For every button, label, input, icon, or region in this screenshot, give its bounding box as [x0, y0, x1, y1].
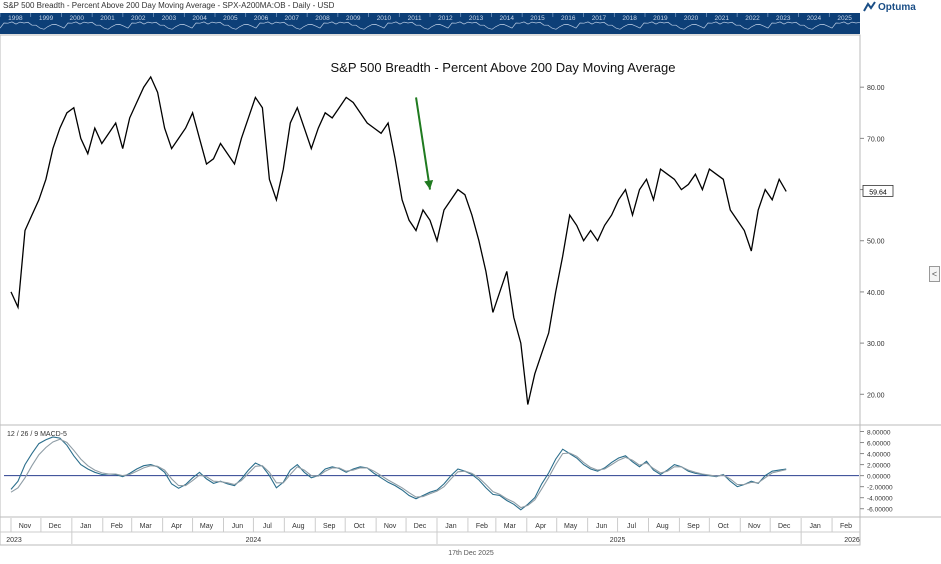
last-value-label: 59.64 — [869, 189, 887, 196]
overview-year-2020: 2020 — [684, 15, 699, 22]
collapse-panel-handle[interactable]: < — [929, 266, 940, 282]
overview-navigator-graphic[interactable]: 1998 1999 2000 2001 2002 2003 2004 2005 2006 2007… — [0, 13, 860, 34]
overview-year-2008: 2008 — [315, 15, 330, 22]
macd-axis-label-5: -2.00000 — [867, 485, 893, 492]
month-label-21: Aug — [656, 523, 669, 530]
month-label-6: May — [200, 523, 214, 530]
overview-year-2024: 2024 — [807, 15, 822, 22]
month-label-16: Mar — [504, 523, 517, 530]
overview-year-2005: 2005 — [223, 15, 238, 22]
overview-year-2007: 2007 — [285, 15, 300, 22]
overview-navigator-strip[interactable]: 1998 1999 2000 2001 2002 2003 2004 2005 2006 2007… — [0, 13, 860, 34]
macd-series-macd — [10, 436, 787, 511]
macd-axis-label-4: 0.00000 — [867, 474, 891, 481]
month-label-2: Jan — [80, 523, 91, 530]
overview-background — [0, 13, 860, 34]
month-label-22: Sep — [687, 523, 700, 530]
year-label-2024: 2024 — [246, 537, 262, 544]
month-label-9: Aug — [292, 523, 305, 530]
month-label-13: Dec — [414, 523, 427, 530]
price-axis-label-5: 30.00 — [867, 341, 885, 348]
overview-year-2023: 2023 — [776, 15, 791, 22]
month-label-27: Feb — [840, 523, 852, 530]
optuma-logo-icon — [863, 1, 876, 12]
overview-year-2013: 2013 — [469, 15, 484, 22]
month-label-26: Jan — [809, 523, 820, 530]
macd-axis-label-3: 2.00000 — [867, 463, 891, 470]
month-label-23: Oct — [718, 523, 729, 530]
macd-axis-label-1: 6.00000 — [867, 441, 891, 448]
month-label-3: Feb — [111, 523, 123, 530]
overview-year-2017: 2017 — [592, 15, 607, 22]
overview-year-2016: 2016 — [561, 15, 576, 22]
chart-title: S&P 500 Breadth - Percent Above 200 Day … — [331, 60, 676, 75]
macd-axis-label-2: 4.00000 — [867, 452, 891, 459]
overview-year-2018: 2018 — [622, 15, 637, 22]
month-label-14: Jan — [445, 523, 456, 530]
month-label-25: Dec — [778, 523, 791, 530]
plot-frame — [0, 34, 861, 546]
green-arrow-shaft — [415, 97, 431, 190]
overview-year-2015: 2015 — [530, 15, 545, 22]
overview-year-2009: 2009 — [346, 15, 361, 22]
month-label-1: Dec — [49, 523, 62, 530]
month-label-10: Sep — [323, 523, 336, 530]
overview-year-2001: 2001 — [100, 15, 115, 22]
macd-axis-label-7: -6.00000 — [867, 507, 893, 514]
price-axis-label-1: 70.00 — [867, 136, 885, 143]
month-label-5: Apr — [171, 523, 183, 530]
macd-panel-title: 12 / 26 / 9 MACD-5 — [7, 431, 67, 438]
month-label-19: Jun — [596, 523, 607, 530]
price-axis-label-0: 80.00 — [867, 85, 885, 92]
month-label-18: May — [564, 523, 578, 530]
overview-year-2002: 2002 — [131, 15, 146, 22]
overview-year-2019: 2019 — [653, 15, 668, 22]
month-label-7: Jun — [232, 523, 243, 530]
overview-year-2021: 2021 — [715, 15, 730, 22]
macd-axis-label-6: -4.00000 — [867, 496, 893, 503]
overview-year-2004: 2004 — [192, 15, 207, 22]
last-value-badge — [862, 184, 894, 197]
month-label-11: Oct — [354, 523, 365, 530]
overview-year-1999: 1999 — [39, 15, 54, 22]
month-label-4: Mar — [140, 523, 153, 530]
month-label-20: Jul — [627, 523, 636, 530]
green-arrow-head — [424, 179, 434, 190]
price-axis-label-4: 40.00 — [867, 290, 885, 297]
overview-year-2010: 2010 — [377, 15, 392, 22]
price-axis-label-3: 50.00 — [867, 239, 885, 246]
overview-year-2025: 2025 — [837, 15, 852, 22]
overview-year-2000: 2000 — [70, 15, 85, 22]
year-label-2026: 2026 — [844, 537, 860, 544]
month-label-17: Apr — [535, 523, 547, 530]
overview-year-2012: 2012 — [438, 15, 453, 22]
overview-mini-trace — [0, 21, 860, 30]
month-label-8: Jul — [263, 523, 272, 530]
overview-year-2014: 2014 — [500, 15, 515, 22]
month-label-24: Nov — [748, 523, 761, 530]
price-axis-label-6: 20.00 — [867, 392, 885, 399]
overview-year-1998: 1998 — [8, 15, 23, 22]
overview-year-2022: 2022 — [745, 15, 760, 22]
year-label-2025: 2025 — [610, 537, 626, 544]
macd-axis-label-0: 8.00000 — [867, 430, 891, 437]
macd-series-signal — [10, 438, 787, 509]
month-label-15: Feb — [476, 523, 488, 530]
overview-year-2006: 2006 — [254, 15, 269, 22]
month-label-12: Nov — [384, 523, 397, 530]
chart-header-title: S&P 500 Breadth - Percent Above 200 Day … — [3, 1, 335, 10]
month-label-0: Nov — [19, 523, 32, 530]
overview-year-2011: 2011 — [408, 15, 422, 22]
brand-logo: Optuma — [860, 0, 941, 34]
brand-name: Optuma — [878, 2, 916, 13]
breadth-line — [10, 75, 787, 405]
overview-year-2003: 2003 — [162, 15, 177, 22]
footer-date: 17th Dec 2025 — [448, 550, 494, 557]
year-label-2023: 2023 — [6, 537, 22, 544]
